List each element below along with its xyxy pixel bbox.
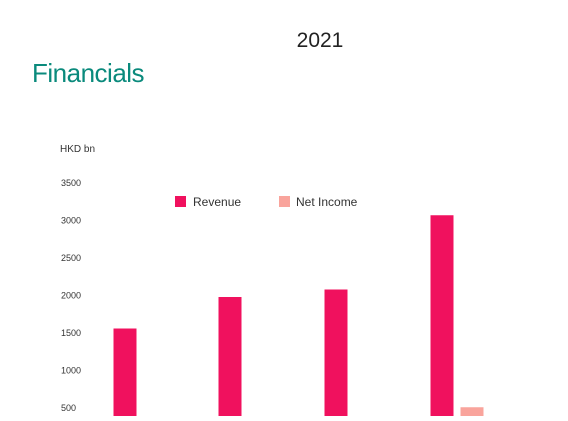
- revenue-bar: [324, 289, 348, 421]
- revenue-bar: [113, 328, 137, 421]
- legend-swatch: [279, 196, 290, 207]
- revenue-bar: [430, 215, 454, 421]
- revenue-bar: [218, 297, 242, 421]
- section-title: Financials: [32, 58, 145, 88]
- year-label: 2021: [296, 29, 344, 52]
- net-income-bar: [460, 407, 484, 421]
- y-tick-label: 3000: [61, 216, 81, 226]
- y-tick-label: 3500: [61, 178, 81, 188]
- y-tick-label: 1000: [61, 366, 81, 376]
- legend-label: Revenue: [193, 195, 241, 209]
- y-tick-label: 2000: [61, 291, 81, 301]
- y-tick-label: 1500: [61, 328, 81, 338]
- legend-swatch: [175, 196, 186, 207]
- y-axis-label: HKD bn: [60, 144, 95, 155]
- y-tick-label: 2500: [61, 253, 81, 263]
- legend-label: Net Income: [296, 195, 358, 209]
- y-tick-label: 500: [61, 403, 76, 413]
